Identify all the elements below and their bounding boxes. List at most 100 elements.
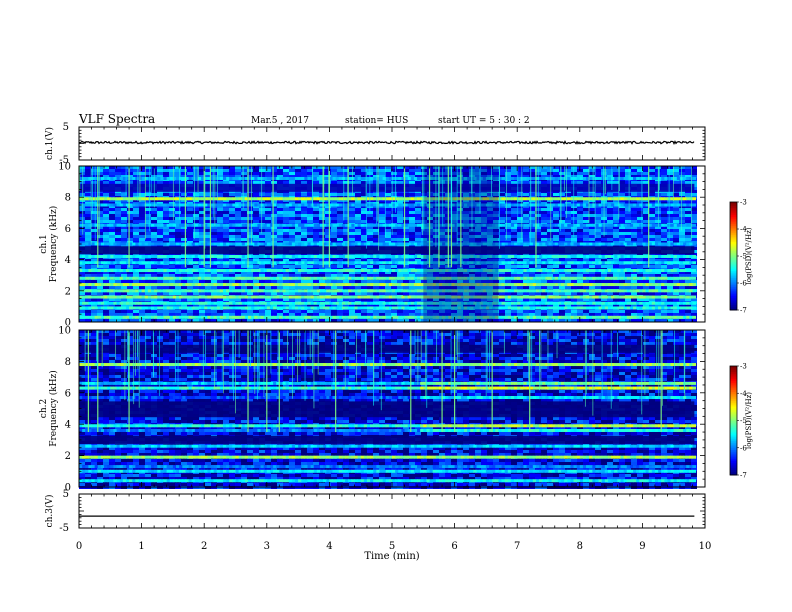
spectrogram-cell — [607, 220, 613, 223]
spectrogram-cell — [301, 193, 307, 196]
spectrogram-cell — [547, 280, 553, 283]
spectrogram-cell — [361, 286, 367, 289]
spectrogram-cell — [607, 286, 613, 289]
spectrogram-cell — [373, 172, 379, 175]
spectrogram-cell — [385, 181, 391, 184]
spectrogram-cell — [265, 214, 271, 217]
spectrogram-cell — [553, 265, 559, 268]
spectrogram-cell — [91, 208, 97, 211]
spectrogram-cell — [109, 208, 115, 211]
spectrogram-cell — [115, 214, 121, 217]
spectrogram-cell — [91, 238, 97, 241]
spectrogram-cell — [145, 232, 151, 235]
spectrogram-cell — [169, 292, 175, 295]
spectrogram-cell — [397, 229, 403, 232]
spectrogram-cell — [115, 220, 121, 223]
spectrogram-cell — [595, 169, 601, 172]
spectrogram-cell — [157, 313, 163, 316]
spectrogram-cell — [337, 292, 343, 295]
spectrogram-cell — [595, 208, 601, 211]
spectrogram-cell — [103, 208, 109, 211]
spectrogram-cell — [157, 169, 163, 172]
spectrogram-cell — [553, 172, 559, 175]
spectrogram-cell — [331, 169, 337, 172]
spectrogram-cell — [325, 286, 331, 289]
spectrogram-cell — [91, 211, 97, 214]
spectrogram-cell — [163, 265, 169, 268]
spectrogram-cell — [313, 232, 319, 235]
spectrogram-cell — [241, 232, 247, 235]
spectrogram-cell — [499, 193, 505, 196]
spectrogram-cell — [619, 238, 625, 241]
spectrogram-cell — [403, 214, 409, 217]
spectrogram-cell — [523, 286, 529, 289]
spectrogram-cell — [175, 235, 181, 238]
spectrogram-cell — [85, 229, 91, 232]
spectrogram-cell — [559, 193, 565, 196]
spectrogram-cell — [265, 232, 271, 235]
spectrogram-cell — [169, 208, 175, 211]
spectrogram-cell — [223, 217, 229, 220]
spectrogram-cell — [511, 280, 517, 283]
spectrogram-cell — [187, 274, 193, 277]
spectrogram-cell — [175, 169, 181, 172]
spectrogram-cell — [529, 286, 535, 289]
spectrogram-cell — [415, 238, 421, 241]
spectrogram-cell — [583, 232, 589, 235]
spectrogram-cell — [109, 238, 115, 241]
spectrogram-cell — [181, 238, 187, 241]
spectrogram-cell — [577, 292, 583, 295]
spectrogram-cell — [139, 280, 145, 283]
spectrogram-cell — [139, 232, 145, 235]
spectrogram-cell — [565, 172, 571, 175]
spectrogram-cell — [373, 286, 379, 289]
spectrogram-cell — [199, 313, 205, 316]
spectrogram-cell — [613, 292, 619, 295]
spectrogram-cell — [127, 280, 133, 283]
spectrogram-cell — [151, 235, 157, 238]
spectrogram-cell — [157, 292, 163, 295]
spectrogram-cell — [277, 310, 283, 313]
spectrogram-cell — [499, 181, 505, 184]
spectrogram-cell — [403, 181, 409, 184]
spectrogram-cell — [157, 232, 163, 235]
spectrogram-cell — [301, 229, 307, 232]
spectrogram-cell — [307, 286, 313, 289]
spectrogram-cell — [367, 280, 373, 283]
spectrogram-cell — [175, 208, 181, 211]
spectrogram-cell — [295, 193, 301, 196]
spectrogram-cell — [337, 172, 343, 175]
spectrogram-cell — [253, 172, 259, 175]
spectrogram-cell — [223, 286, 229, 289]
spectrogram-cell — [367, 274, 373, 277]
spectrogram-cell — [325, 181, 331, 184]
spectrogram-cell — [271, 274, 277, 277]
spectrogram-cell — [325, 220, 331, 223]
spectrogram-cell — [553, 310, 559, 313]
spectrogram-cell — [385, 238, 391, 241]
spectrogram-cell — [217, 310, 223, 313]
spectrogram-cell — [91, 292, 97, 295]
spectrogram-cell — [595, 238, 601, 241]
spectrogram-cell — [337, 169, 343, 172]
spectrogram-cell — [367, 292, 373, 295]
spectrogram-cell — [547, 211, 553, 214]
spectrogram-cell — [559, 217, 565, 220]
spectrogram-cell — [145, 310, 151, 313]
spectrogram-cell — [145, 235, 151, 238]
spectrogram-cell — [235, 211, 241, 214]
spectrogram-cell — [127, 169, 133, 172]
spectrogram-cell — [553, 211, 559, 214]
spectrogram-cell — [169, 238, 175, 241]
spectrogram-cell — [103, 181, 109, 184]
spectrogram-cell — [529, 172, 535, 175]
spectrogram-cell — [523, 208, 529, 211]
spectrogram-cell — [259, 280, 265, 283]
spectrogram-cell — [397, 235, 403, 238]
spectrogram-cell — [397, 181, 403, 184]
spectrogram-cell — [241, 217, 247, 220]
spectrogram-cell — [325, 292, 331, 295]
spectrogram-cell — [583, 310, 589, 313]
spectrogram-cell — [145, 208, 151, 211]
spectrogram-cell — [397, 238, 403, 241]
